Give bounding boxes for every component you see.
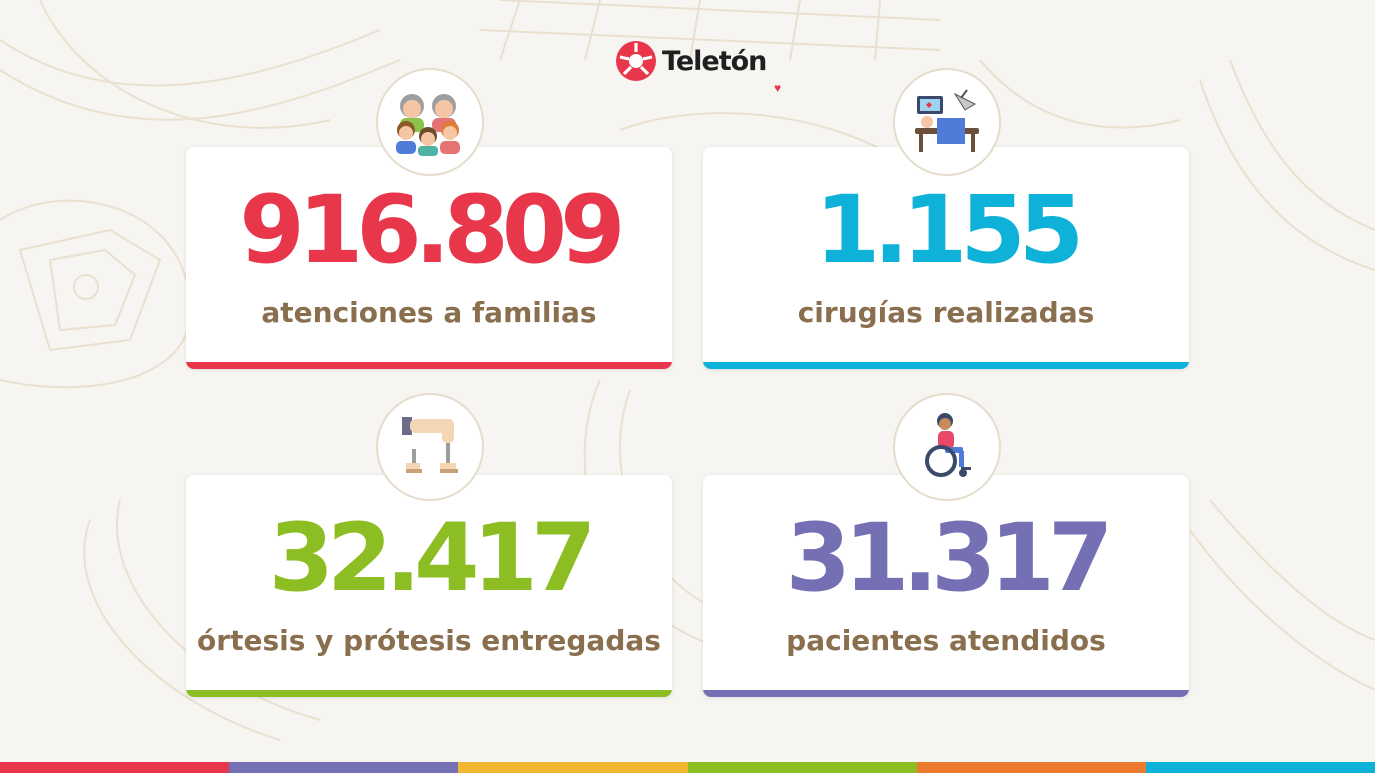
card-accent-bar [186,690,672,697]
prosthesis-icon-badge [376,393,484,501]
strip-segment-green [687,762,917,773]
teleton-logo: Teletón ♥ [614,38,781,95]
strip-segment-red [0,762,230,773]
wheelchair-icon [925,413,971,477]
stat-card-surgeries: 1.155 cirugías realizadas [703,147,1189,369]
surgery-icon [915,89,979,152]
strip-segment-orange [916,762,1146,773]
teleton-logo-icon [616,41,656,81]
family-icon [396,94,460,156]
strip-segment-blue [1145,762,1375,773]
heart-icon: ♥ [774,81,782,95]
stat-label: pacientes atendidos [786,624,1106,657]
stat-value: 916.809 [239,176,625,285]
stat-label: órtesis y prótesis entregadas [197,624,661,657]
logo-wordmark: Teletón [662,45,767,77]
stat-value: 31.317 [785,504,1114,613]
bottom-color-strip [0,762,1375,773]
stat-value: 32.417 [268,504,597,613]
strip-segment-yellow [458,762,688,773]
wheelchair-icon-badge [893,393,1001,501]
stat-value: 1.155 [814,176,1084,285]
stat-label: cirugías realizadas [797,296,1095,329]
prosthesis-icon [402,417,458,473]
strip-segment-purple [229,762,459,773]
family-icon-badge [376,68,484,176]
stat-card-patients: 31.317 pacientes atendidos [703,475,1189,697]
stat-label: atenciones a familias [261,296,597,329]
card-accent-bar [186,362,672,369]
card-accent-bar [703,362,1189,369]
surgery-icon-badge [893,68,1001,176]
stat-card-prostheses: 32.417 órtesis y prótesis entregadas [186,475,672,697]
card-accent-bar [703,690,1189,697]
stat-card-family-care: 916.809 atenciones a familias [186,147,672,369]
